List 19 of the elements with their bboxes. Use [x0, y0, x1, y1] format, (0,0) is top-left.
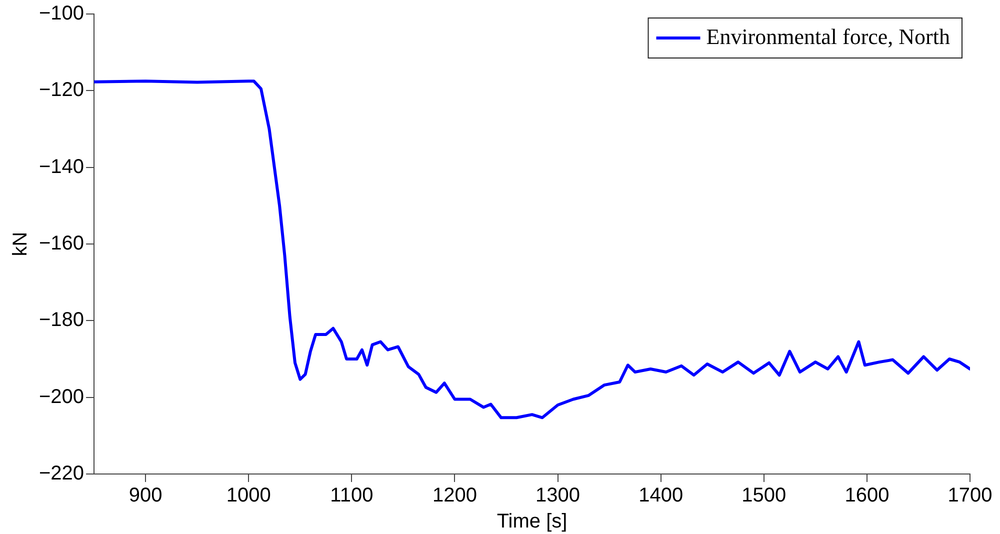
y-tick-label: −220: [38, 462, 84, 485]
y-tick-label: −120: [38, 79, 84, 102]
y-tick-label: −180: [38, 309, 84, 332]
x-axis-title: Time [s]: [496, 510, 568, 533]
y-tick-label: −100: [38, 2, 84, 25]
x-tick-label: 1400: [638, 484, 684, 507]
y-tick-label: −160: [38, 232, 84, 255]
y-tick-label: −200: [38, 386, 84, 408]
x-tick-label: 900: [128, 484, 162, 507]
x-tick-label: 1100: [330, 484, 374, 507]
x-tick-label: 1200: [432, 484, 477, 507]
x-tick-label: 1300: [536, 484, 580, 507]
x-tick-label: 1700: [948, 484, 992, 507]
y-tick-label: −140: [38, 156, 84, 178]
legend-label: Environmental force, North: [706, 24, 950, 49]
x-tick-label: 1600: [844, 484, 890, 507]
x-tick-label: 1000: [226, 484, 271, 507]
y-axis-title: kN: [10, 232, 32, 256]
x-tick-label: 1500: [742, 484, 786, 507]
